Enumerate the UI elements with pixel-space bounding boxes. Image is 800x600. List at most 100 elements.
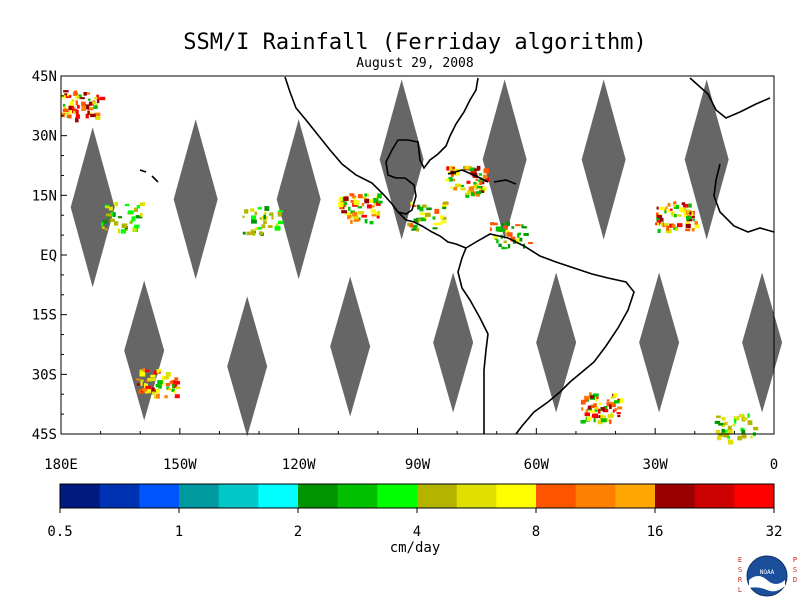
rain-speck: [117, 216, 123, 219]
swath-gap-south-1: [227, 296, 268, 437]
rain-speck: [371, 214, 376, 217]
rain-speck: [267, 225, 273, 228]
rain-speck: [473, 183, 479, 188]
rain-speck: [501, 247, 508, 250]
lon-label: 60W: [524, 457, 550, 473]
rain-speck: [665, 206, 668, 210]
rain-speck: [663, 208, 667, 211]
rain-speck: [422, 204, 427, 208]
rain-speck: [681, 202, 686, 206]
rain-speck: [353, 195, 357, 198]
rain-speck: [259, 217, 262, 220]
rain-speck: [598, 402, 602, 406]
rain-speck: [68, 105, 73, 110]
rain-speck: [349, 193, 355, 197]
rain-speck: [448, 177, 453, 182]
color-bar-swatch: [655, 484, 696, 508]
rain-speck: [257, 207, 262, 210]
rain-speck: [499, 228, 505, 232]
rain-speck: [724, 421, 729, 425]
rain-speck: [376, 215, 380, 219]
coastline-south-america-east: [465, 233, 635, 435]
rain-speck: [437, 222, 443, 225]
rain-region-2: [407, 201, 449, 232]
rain-speck: [84, 92, 91, 95]
color-bar-swatch: [179, 484, 220, 508]
rain-speck: [521, 226, 528, 229]
rain-speck: [610, 412, 613, 416]
rain-speck: [432, 216, 436, 220]
coastline-north-america: [284, 76, 479, 215]
coastline-hawaii: [139, 169, 159, 183]
rain-speck: [612, 409, 615, 413]
rain-speck: [450, 186, 453, 190]
rain-speck: [171, 388, 175, 392]
rain-speck: [592, 393, 599, 397]
rain-speck: [85, 113, 89, 119]
swath-gap-south-5: [639, 272, 680, 413]
rain-speck: [607, 414, 614, 419]
map-ticks: [60, 75, 775, 435]
swath-gap-south-3: [433, 272, 474, 413]
rain-speck: [489, 227, 492, 232]
rain-region-7: [100, 201, 146, 234]
rain-speck: [733, 418, 737, 424]
rain-speck: [441, 216, 447, 220]
rain-speck: [63, 90, 69, 93]
rain-speck: [175, 386, 181, 390]
rain-speck: [411, 204, 417, 207]
coastline-africa: [713, 163, 775, 233]
rain-speck: [657, 214, 663, 219]
rain-speck: [275, 223, 279, 227]
rain-speck: [469, 166, 472, 169]
rain-speck: [250, 229, 256, 232]
color-bar-swatch: [377, 484, 418, 508]
rain-speck: [692, 218, 695, 222]
rain-speck: [364, 198, 370, 204]
rain-speck: [742, 417, 748, 421]
rain-speck: [433, 222, 439, 226]
rain-speck: [664, 210, 667, 214]
rain-speck: [162, 376, 169, 380]
rain-speck: [721, 417, 726, 421]
rain-speck: [242, 215, 245, 218]
rain-speck: [521, 224, 524, 229]
rain-speck: [411, 228, 417, 231]
rain-speck: [506, 221, 511, 226]
rain-speck: [679, 207, 684, 212]
map-title: SSM/I Rainfall (Ferriday algorithm): [183, 30, 647, 55]
rain-speck: [452, 166, 455, 170]
rain-speck: [476, 165, 481, 171]
rain-speck: [681, 208, 687, 211]
rain-speck: [373, 212, 379, 216]
rain-speck: [255, 227, 258, 231]
color-bar-unit: cm/day: [389, 540, 441, 556]
rain-speck: [65, 94, 72, 98]
rain-speck: [723, 432, 730, 438]
rain-speck: [694, 221, 698, 225]
rain-speck: [662, 223, 669, 228]
rain-speck: [753, 426, 759, 431]
rain-speck: [94, 96, 98, 100]
rain-speck: [407, 222, 411, 227]
rain-speck: [131, 216, 136, 222]
rain-speck: [616, 412, 621, 415]
rain-speck: [369, 221, 374, 225]
rain-speck: [87, 107, 94, 111]
swath-gap-north-5: [581, 79, 626, 240]
rain-speck: [597, 408, 601, 414]
swath-gap-south-0: [124, 280, 165, 421]
rain-speck: [93, 105, 98, 109]
rain-speck: [673, 201, 677, 205]
rain-speck: [424, 216, 427, 221]
rain-speck: [686, 216, 690, 221]
coastline-central-america: [397, 211, 467, 249]
color-bar-label: 0.5: [47, 524, 72, 540]
rain-speck: [61, 94, 68, 99]
rain-speck: [587, 405, 592, 410]
rain-speck: [598, 415, 601, 419]
rain-speck: [140, 379, 144, 382]
rain-speck: [660, 222, 664, 227]
rain-speck: [602, 409, 609, 413]
latitude-labels: 45N 30N 15N EQ 15S 30S 45S: [32, 69, 57, 443]
